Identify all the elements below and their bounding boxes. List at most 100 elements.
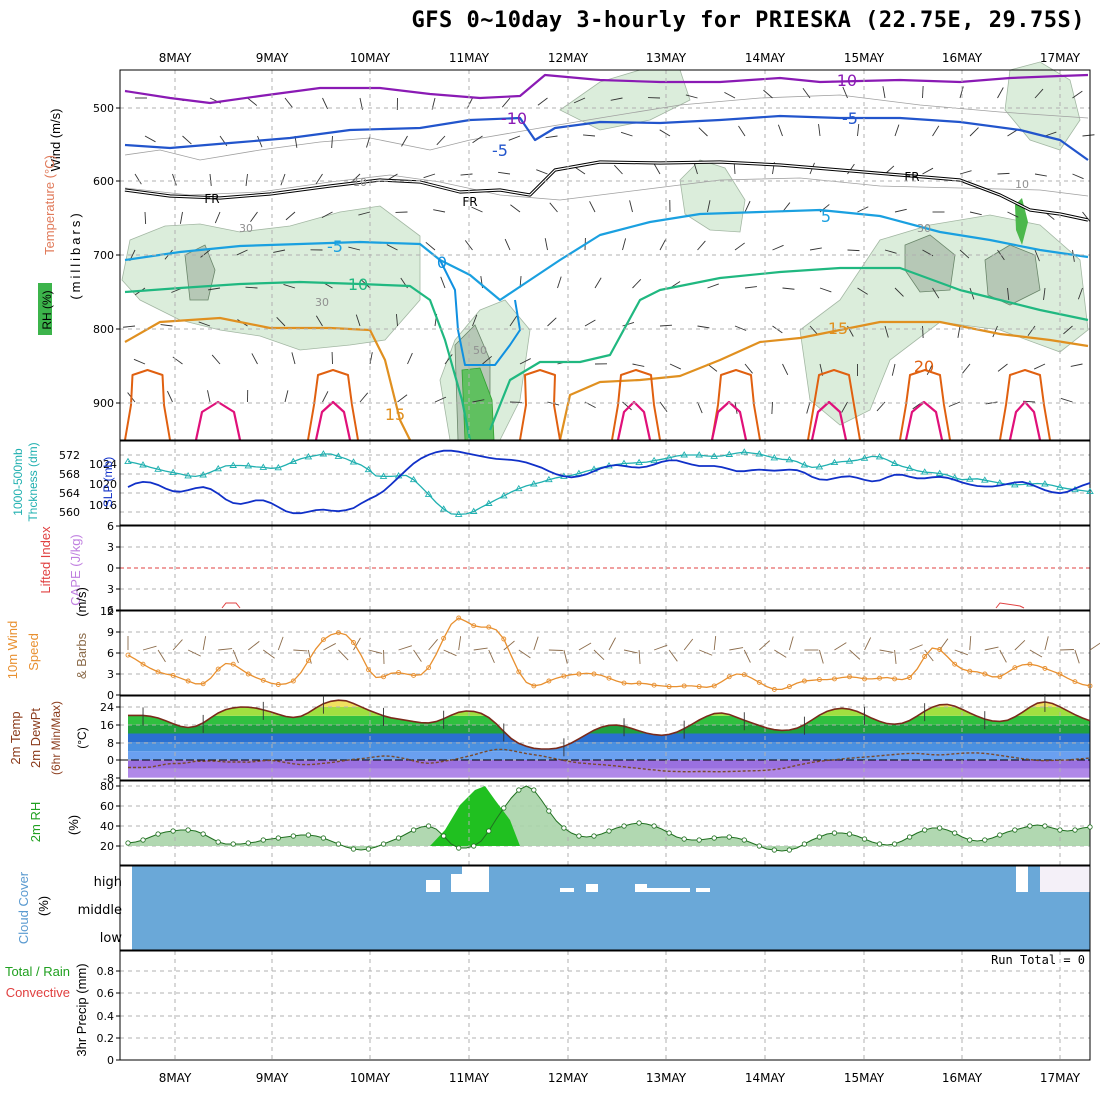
thickness-point-70 xyxy=(650,456,658,464)
label-m5b: -5 xyxy=(492,141,508,160)
wind10-point-36 xyxy=(396,670,402,676)
date-label-bottom-2: 10MAY xyxy=(350,1071,391,1085)
upper-barb-54 xyxy=(209,173,212,186)
upper-barb-26 xyxy=(144,135,156,143)
wind10-point-102 xyxy=(892,676,898,682)
upper-barb-217 xyxy=(472,399,485,403)
ylabel-temp-3: (6hr Min/Max) xyxy=(49,701,63,775)
upper-barb-151 xyxy=(932,287,940,299)
wind10-point-112 xyxy=(967,668,973,674)
upper-barb-223 xyxy=(697,401,703,414)
ylabel-wind10-2: Speed xyxy=(26,633,41,671)
date-label-bottom-6: 14MAY xyxy=(745,1071,786,1085)
upper-barb-134 xyxy=(283,284,296,289)
wind10-barb-70 xyxy=(653,644,668,651)
upper-barb-11 xyxy=(537,97,548,106)
isotherm-20-6 xyxy=(899,369,951,441)
temp-band-8 xyxy=(128,700,1090,707)
temp2m-tick-4: -8 xyxy=(103,772,114,785)
ylabel-wind: Wind (m/s) xyxy=(48,109,63,172)
wind10-barb-42 xyxy=(443,649,457,657)
upper-barb-155 xyxy=(1077,287,1083,300)
slp-tick-1: 1020 xyxy=(89,478,117,491)
date-label-top-5: 13MAY xyxy=(646,51,687,65)
cloud-gap-tint xyxy=(1040,866,1090,892)
upper-barb-80 xyxy=(214,211,221,224)
date-label-top-7: 15MAY xyxy=(844,51,885,65)
upper-barb-186 xyxy=(291,352,296,365)
upper-barb-190 xyxy=(444,354,453,365)
label-20: 20 xyxy=(914,357,934,376)
thickness-point-46 xyxy=(469,507,478,514)
cloud-cover-panel: high middle low xyxy=(78,865,1091,951)
ylabel-cape: CAPE (J/kg) xyxy=(68,534,83,606)
rh2m-point-46 xyxy=(471,843,477,849)
thickness-point-2 xyxy=(139,461,147,468)
precip-tick-3: 0.2 xyxy=(97,1032,115,1045)
date-label-bottom-3: 11MAY xyxy=(449,1071,490,1085)
thickness-point-82 xyxy=(740,448,749,455)
rh2m-point-82 xyxy=(741,837,747,843)
cloud-tick-1: middle xyxy=(78,903,122,918)
upper-barb-212 xyxy=(284,390,289,403)
rh2m-point-68 xyxy=(636,820,642,826)
upper-barb-36 xyxy=(508,135,521,141)
label-5: 5 xyxy=(821,207,831,226)
isotherm-25-4 xyxy=(810,400,848,441)
upper-barb-19 xyxy=(842,86,848,99)
rh2m-point-18 xyxy=(260,837,266,843)
label-m5c: -5 xyxy=(327,237,343,256)
wind10-barb-24 xyxy=(307,649,312,664)
run-total-label: Run Total = 0 xyxy=(991,953,1085,967)
upper-barb-114 xyxy=(504,238,511,251)
upper-barb-160 xyxy=(276,317,286,327)
upper-barb-168 xyxy=(584,319,596,327)
cloud-gap-6 xyxy=(647,888,690,892)
wind10-barb-126 xyxy=(1074,649,1080,664)
rh2m-point-66 xyxy=(621,823,627,829)
ylabel-temp-1: 2m Temp xyxy=(8,711,23,764)
upper-barb-180 xyxy=(1027,325,1036,336)
wind10-point-0 xyxy=(125,652,131,658)
wind10-barb-46 xyxy=(473,647,488,651)
thickness-point-52 xyxy=(515,484,523,492)
wind10-barb-26 xyxy=(323,643,336,651)
upper-barb-21 xyxy=(922,85,924,99)
wind10-tick-1: 9 xyxy=(107,626,114,639)
wind10-point-40 xyxy=(426,665,432,671)
wind10-barb-88 xyxy=(788,636,794,651)
cloud-gap-2 xyxy=(462,866,489,892)
wind10-barb-122 xyxy=(1044,636,1049,651)
rh2m-point-0 xyxy=(125,840,131,846)
upper-barb-106 xyxy=(200,249,211,258)
upper-barb-12 xyxy=(573,97,586,104)
upper-barb-103 xyxy=(1082,211,1091,222)
date-label-bottom-1: 9MAY xyxy=(256,1071,289,1085)
wind10-point-50 xyxy=(501,636,507,642)
wind10-point-30 xyxy=(351,640,356,645)
upper-barb-43 xyxy=(777,124,783,137)
rh2m-point-116 xyxy=(997,832,1003,838)
rh2m-point-44 xyxy=(456,845,462,851)
upper-barb-34 xyxy=(436,135,446,146)
isotherm-25-3 xyxy=(710,400,748,441)
wind10-barb-16 xyxy=(247,641,260,651)
wind10-point-96 xyxy=(847,674,852,680)
cape-tick-3: 3 xyxy=(107,583,114,596)
date-label-top-0: 8MAY xyxy=(159,51,192,65)
upper-barb-112 xyxy=(425,241,436,251)
isotherm-25-1 xyxy=(314,400,352,441)
cloud-tick-2: low xyxy=(100,931,123,946)
rh2m-point-78 xyxy=(711,835,717,841)
thickness-point-0 xyxy=(124,457,132,465)
wind10-point-98 xyxy=(862,676,867,682)
rh2m-point-90 xyxy=(801,841,808,847)
upper-barb-199 xyxy=(782,363,789,375)
ylabel-slp: SLP (mb) xyxy=(101,457,115,507)
rh2m-point-22 xyxy=(290,833,296,839)
thickness-point-86 xyxy=(770,454,779,461)
wind10-barb-44 xyxy=(458,636,462,651)
upper-barb-141 xyxy=(557,276,562,289)
date-label-top-9: 17MAY xyxy=(1040,51,1081,65)
